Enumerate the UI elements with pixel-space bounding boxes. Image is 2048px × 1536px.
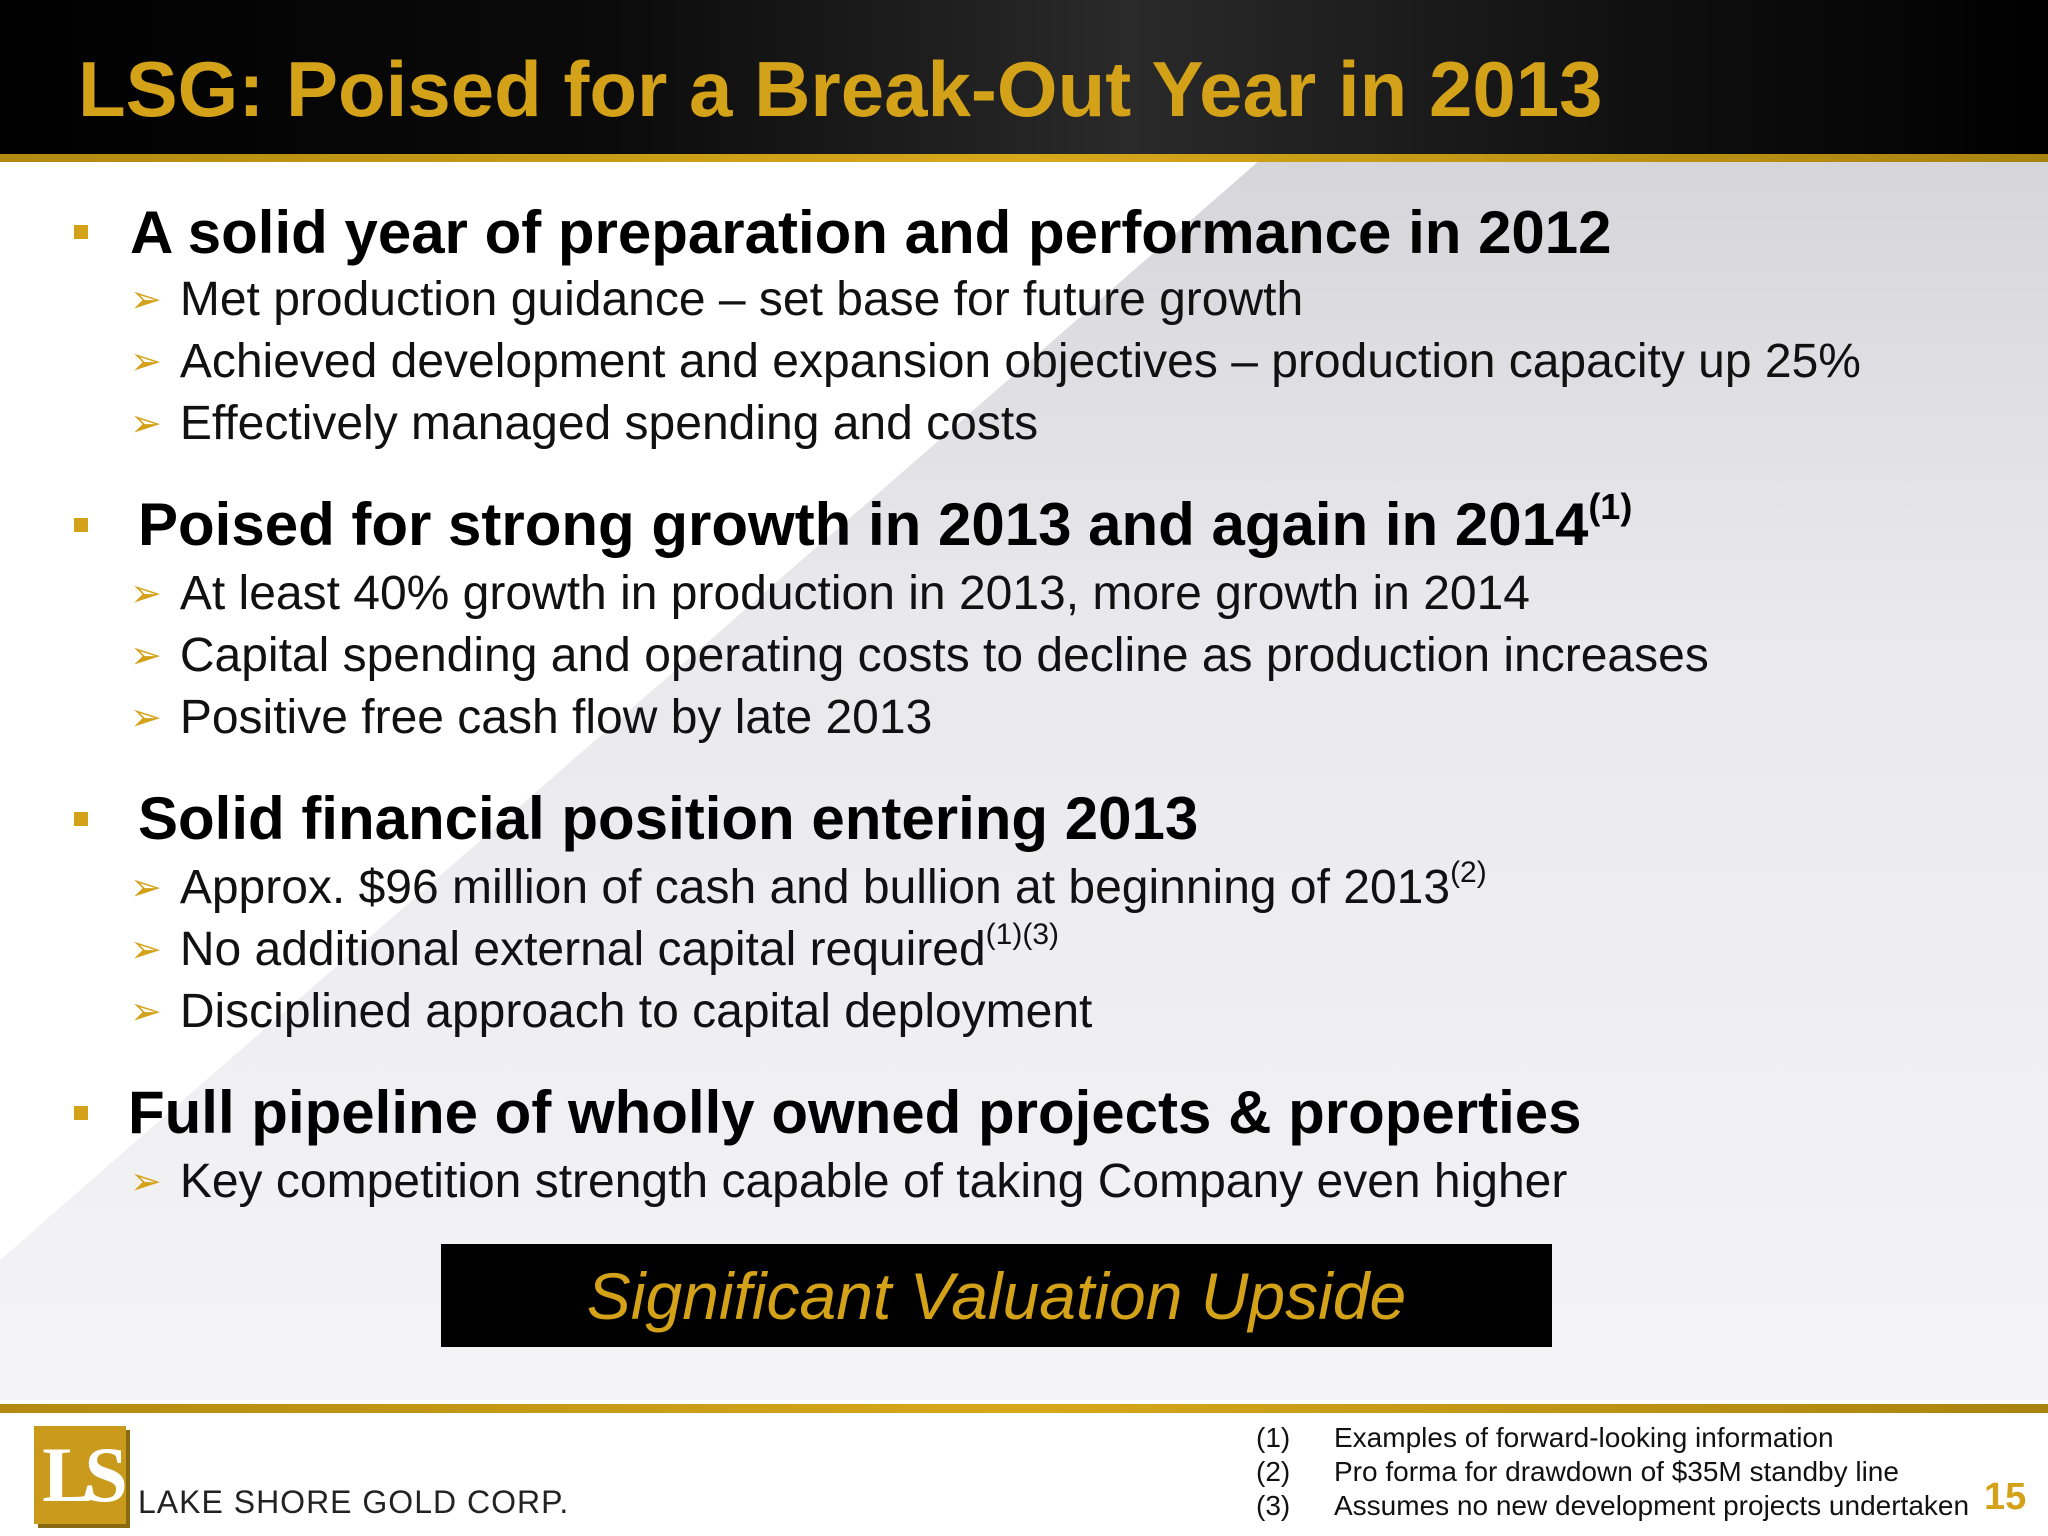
- section-heading: A solid year of preparation and performa…: [130, 198, 1612, 267]
- sub-bullet-text: Key competition strength capable of taki…: [179, 1155, 1568, 1208]
- arrow-bullet-icon: ➢: [130, 403, 162, 445]
- section-heading-text: A solid year of preparation and performa…: [130, 199, 1612, 266]
- footnote-ref: (1)(3): [985, 918, 1060, 951]
- footer: [0, 1413, 2048, 1536]
- footnote-number: (3): [1256, 1490, 1291, 1521]
- section-heading: Poised for strong growth in 2013 and aga…: [138, 486, 1632, 559]
- sub-bullet-text: Capital spending and operating costs to …: [179, 629, 1709, 682]
- arrow-bullet-icon: ➢: [130, 991, 162, 1033]
- sub-bullet-item: ➢ Met production guidance – set base for …: [130, 272, 1303, 327]
- section-heading-text: Full pipeline of wholly owned projects &…: [128, 1079, 1582, 1146]
- company-logo-icon: LS: [34, 1426, 128, 1524]
- sub-bullet-item: ➢ Approx. $96 million of cash and bullion…: [130, 856, 1487, 915]
- sub-bullet-text: No additional external capital required: [179, 923, 986, 976]
- sub-bullet-text: Approx. $96 million of cash and bullion …: [179, 861, 1451, 914]
- arrow-bullet-icon: ➢: [130, 929, 162, 971]
- square-bullet-icon: [74, 1106, 88, 1120]
- sub-bullet-text: At least 40% growth in production in 201…: [179, 567, 1530, 620]
- arrow-bullet-icon: ➢: [130, 1161, 162, 1203]
- square-bullet-icon: [74, 225, 88, 239]
- section-heading: Full pipeline of wholly owned projects &…: [128, 1078, 1581, 1147]
- page-number: 15: [1984, 1476, 2027, 1518]
- square-bullet-icon: [74, 518, 88, 532]
- page-title: LSG: Poised for a Break-Out Year in 2013: [78, 45, 1603, 133]
- header-bar: LSG: Poised for a Break-Out Year in 2013: [0, 0, 2048, 162]
- section-heading-sup: (1): [1588, 486, 1633, 527]
- sub-bullet-text: Met production guidance – set base for f…: [179, 273, 1304, 326]
- sub-bullet-item: ➢ Positive free cash flow by late 2013: [130, 690, 932, 745]
- arrow-bullet-icon: ➢: [130, 635, 162, 677]
- arrow-bullet-icon: ➢: [130, 573, 162, 615]
- arrow-bullet-icon: ➢: [130, 697, 162, 739]
- sub-bullet-item: ➢ Effectively managed spending and costs: [130, 396, 1038, 451]
- sub-bullet-text: Disciplined approach to capital deployme…: [179, 985, 1093, 1038]
- sub-bullet-item: ➢ Capital spending and operating costs to…: [130, 628, 1709, 683]
- arrow-bullet-icon: ➢: [130, 867, 162, 909]
- footer-divider: [0, 1404, 2048, 1413]
- sub-bullet-text: Positive free cash flow by late 2013: [179, 691, 933, 744]
- square-bullet-icon: [74, 812, 88, 826]
- sub-bullet-text: Achieved development and expansion objec…: [179, 335, 1861, 388]
- sub-bullet-item: ➢ Disciplined approach to capital deploym…: [130, 984, 1092, 1039]
- sub-bullet-text: Effectively managed spending and costs: [179, 397, 1039, 450]
- company-name: LAKE SHORE GOLD CORP.: [138, 1484, 570, 1520]
- sub-bullet-item: ➢ Achieved development and expansion obje…: [130, 334, 1861, 389]
- arrow-bullet-icon: ➢: [130, 341, 162, 383]
- section-heading-text: Solid financial position entering 2013: [138, 785, 1199, 852]
- footnote-ref: (2): [1450, 856, 1487, 889]
- footnote-text: Assumes no new development projects unde…: [1334, 1490, 1970, 1521]
- arrow-bullet-icon: ➢: [130, 279, 162, 321]
- footnote-text: Pro forma for drawdown of $35M standby l…: [1334, 1456, 1899, 1487]
- footnote-text: Examples of forward-looking information: [1334, 1422, 1834, 1453]
- section-heading: Solid financial position entering 2013: [138, 784, 1198, 853]
- valuation-banner: Significant Valuation Upside: [441, 1244, 1552, 1347]
- sub-bullet-item: ➢ Key competition strength capable of tak…: [130, 1154, 1567, 1209]
- section-heading-text: Poised for strong growth in 2013 and aga…: [138, 491, 1589, 558]
- banner-text: Significant Valuation Upside: [586, 1258, 1407, 1333]
- sub-bullet-item: ➢ At least 40% growth in production in 20…: [130, 566, 1530, 621]
- footnote-number: (1): [1256, 1422, 1291, 1453]
- sub-bullet-item: ➢ No additional external capital required…: [130, 918, 1059, 977]
- footnote-number: (2): [1256, 1456, 1291, 1487]
